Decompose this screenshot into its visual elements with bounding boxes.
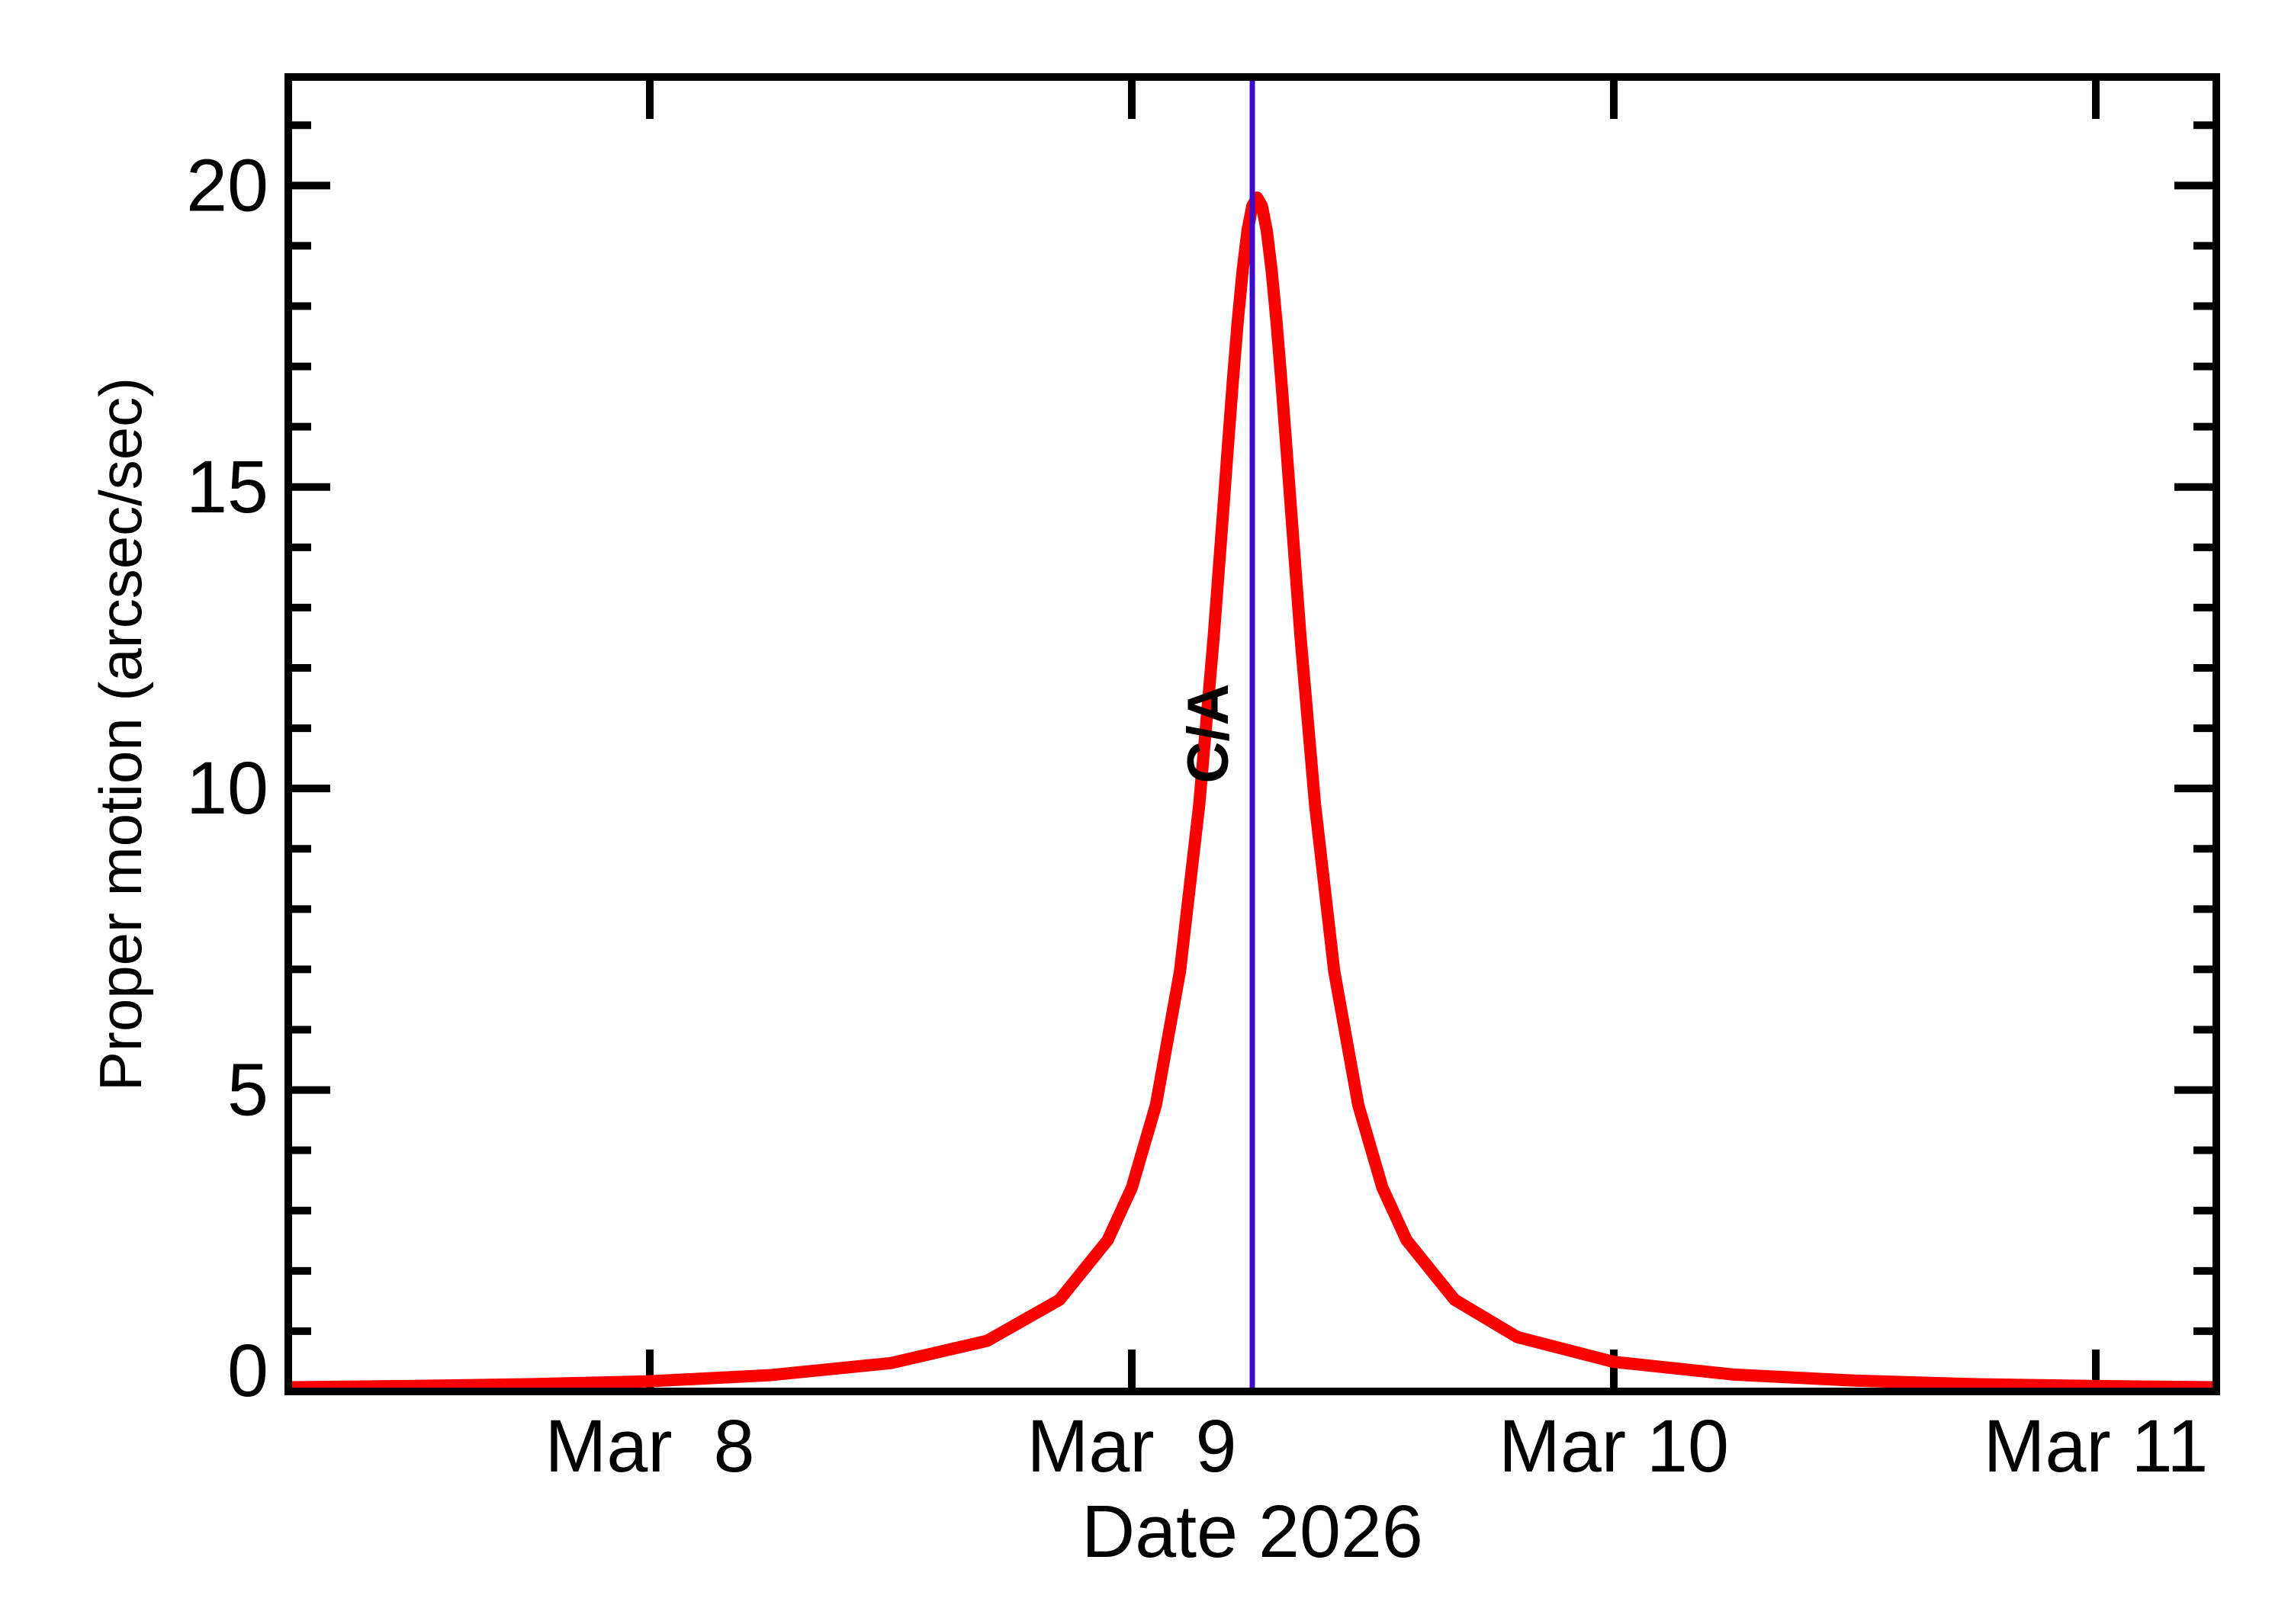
- x-axis-label: Date 2026: [1081, 1490, 1423, 1573]
- closest-approach-label: C/A: [1176, 684, 1241, 784]
- x-tick-label: Mar 9: [1027, 1404, 1237, 1488]
- y-tick-label: 15: [186, 445, 268, 528]
- plot-frame: [284, 73, 2220, 1395]
- x-tick-label: Mar 10: [1499, 1404, 1729, 1488]
- x-tick-label: Mar 11: [1984, 1404, 2209, 1488]
- y-tick-label: 20: [186, 143, 268, 226]
- y-tick-label: 10: [186, 746, 268, 830]
- y-tick-label: 0: [227, 1329, 268, 1412]
- proper-motion-curve: [284, 191, 2220, 1394]
- y-tick-label: 5: [227, 1048, 268, 1131]
- x-tick-label: Mar 8: [545, 1404, 755, 1488]
- y-axis-label: Proper motion (arcsec/sec): [87, 377, 154, 1091]
